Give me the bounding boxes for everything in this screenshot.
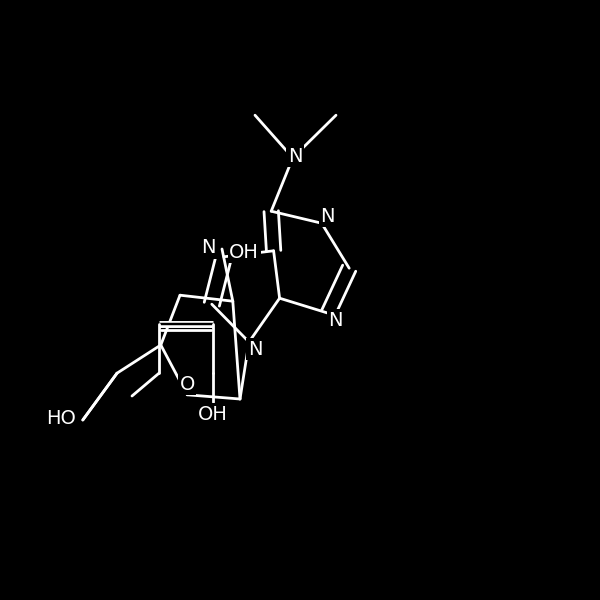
Text: N: N (248, 340, 262, 359)
Text: HO: HO (46, 409, 76, 428)
Text: N: N (202, 238, 216, 257)
Text: OH: OH (198, 404, 228, 424)
Text: O: O (179, 374, 195, 394)
Text: N: N (328, 311, 343, 330)
Text: OH: OH (229, 242, 259, 262)
Text: N: N (288, 146, 302, 166)
Text: N: N (320, 206, 335, 226)
